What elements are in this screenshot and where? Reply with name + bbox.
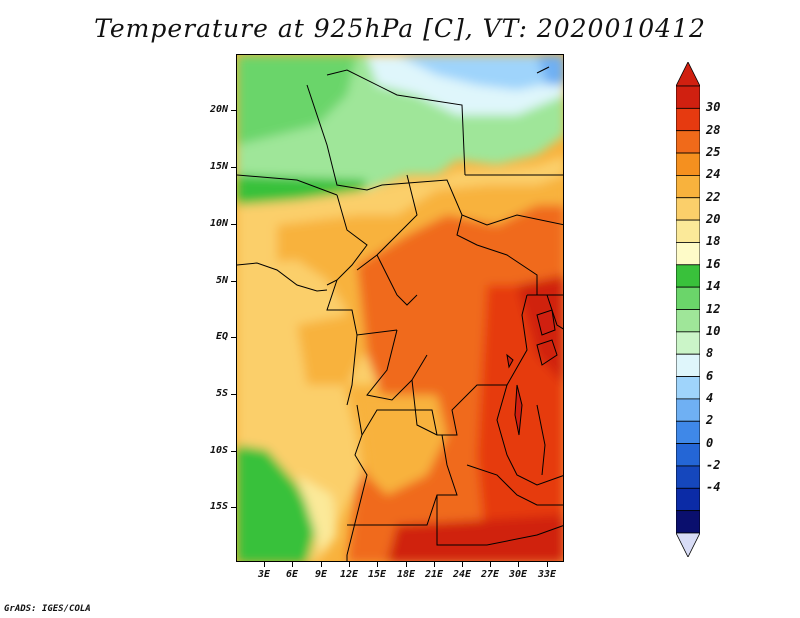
colorbar-segment	[676, 309, 700, 333]
colorbar-segment	[676, 219, 700, 243]
colorbar-label: 2	[706, 413, 714, 428]
lon-label-18e: 18E	[396, 569, 416, 580]
lat-label-10s: 10S	[209, 445, 228, 456]
lon-label-30e: 30E	[508, 569, 528, 580]
lon-tick	[321, 562, 322, 567]
lat-tick	[231, 507, 236, 508]
lat-tick	[231, 337, 236, 338]
lon-tick	[490, 562, 491, 567]
colorbar-top-arrow	[676, 62, 700, 87]
lat-tick	[231, 110, 236, 111]
colorbar-segment	[676, 107, 700, 132]
lat-label-5s: 5S	[215, 388, 228, 399]
colorbar-segment	[676, 376, 700, 400]
colorbar-label: 18	[706, 234, 721, 249]
colorbar-segment	[676, 175, 700, 199]
colorbar-segment	[676, 152, 700, 176]
colorbar-segment	[676, 264, 700, 288]
lon-tick	[349, 562, 350, 567]
colorbar-segment	[676, 242, 700, 266]
colorbar-segment	[676, 85, 700, 109]
colorbar-label: 10	[706, 323, 721, 338]
colorbar-label: 6	[706, 368, 714, 383]
chart-title: Temperature at 925hPa [C], VT: 202001041…	[94, 14, 706, 43]
colorbar-label: 0	[706, 435, 714, 450]
lon-label-12e: 12E	[339, 569, 359, 580]
lon-label-6e: 6E	[285, 569, 299, 580]
colorbar-segment	[676, 286, 700, 310]
colorbar-label: 16	[706, 256, 721, 271]
colorbar-bottom-arrow	[676, 532, 700, 557]
colorbar-segment	[676, 353, 700, 377]
lat-label-15s: 15S	[209, 501, 228, 512]
colorbar-label: 14	[706, 279, 721, 294]
lon-label-33e: 33E	[537, 569, 557, 580]
colorbar-label: 12	[706, 301, 721, 316]
lon-tick	[292, 562, 293, 567]
colorbar-label: -2	[706, 457, 721, 472]
colorbar	[676, 62, 700, 557]
lon-label-9e: 9E	[314, 569, 328, 580]
lon-tick	[377, 562, 378, 567]
lat-tick	[231, 394, 236, 395]
lat-label-15n: 15N	[209, 161, 228, 172]
colorbar-label: 30	[706, 100, 721, 115]
colorbar-label: 28	[706, 122, 721, 137]
colorbar-label: 4	[706, 390, 714, 405]
colorbar-segment	[676, 443, 700, 467]
lat-tick	[231, 224, 236, 225]
lat-label-eq: EQ	[215, 331, 228, 342]
colorbar-segment	[676, 487, 700, 512]
colorbar-segment	[676, 420, 700, 445]
lat-label-10n: 10N	[209, 218, 228, 229]
lon-tick	[406, 562, 407, 567]
lat-tick	[231, 451, 236, 452]
credit-text: GrADS: IGES/COLA	[4, 604, 91, 614]
lon-label-21e: 21E	[424, 569, 444, 580]
lon-label-24e: 24E	[452, 569, 472, 580]
colorbar-label: -4	[706, 480, 721, 495]
colorbar-label: 22	[706, 189, 721, 204]
colorbar-label: 25	[706, 145, 721, 160]
colorbar-segment	[676, 130, 700, 154]
colorbar-label: 8	[706, 346, 714, 361]
colorbar-segment	[676, 398, 700, 422]
lon-tick	[547, 562, 548, 567]
colorbar-label: 24	[706, 167, 721, 182]
colorbar-segment	[676, 465, 700, 489]
lon-tick	[434, 562, 435, 567]
colorbar-segment	[676, 510, 700, 534]
lon-label-3e: 3E	[257, 569, 271, 580]
map-area[interactable]	[236, 54, 564, 562]
lat-tick	[231, 167, 236, 168]
lat-label-5n: 5N	[215, 275, 228, 286]
lon-tick	[264, 562, 265, 567]
lon-tick	[462, 562, 463, 567]
lat-tick	[231, 281, 236, 282]
lon-label-27e: 27E	[480, 569, 500, 580]
colorbar-label: 20	[706, 212, 721, 227]
lon-tick	[518, 562, 519, 567]
temperature-field	[237, 55, 563, 561]
lon-label-15e: 15E	[367, 569, 387, 580]
colorbar-segment	[676, 197, 700, 221]
lat-label-20n: 20N	[209, 104, 228, 115]
colorbar-segment	[676, 331, 700, 355]
